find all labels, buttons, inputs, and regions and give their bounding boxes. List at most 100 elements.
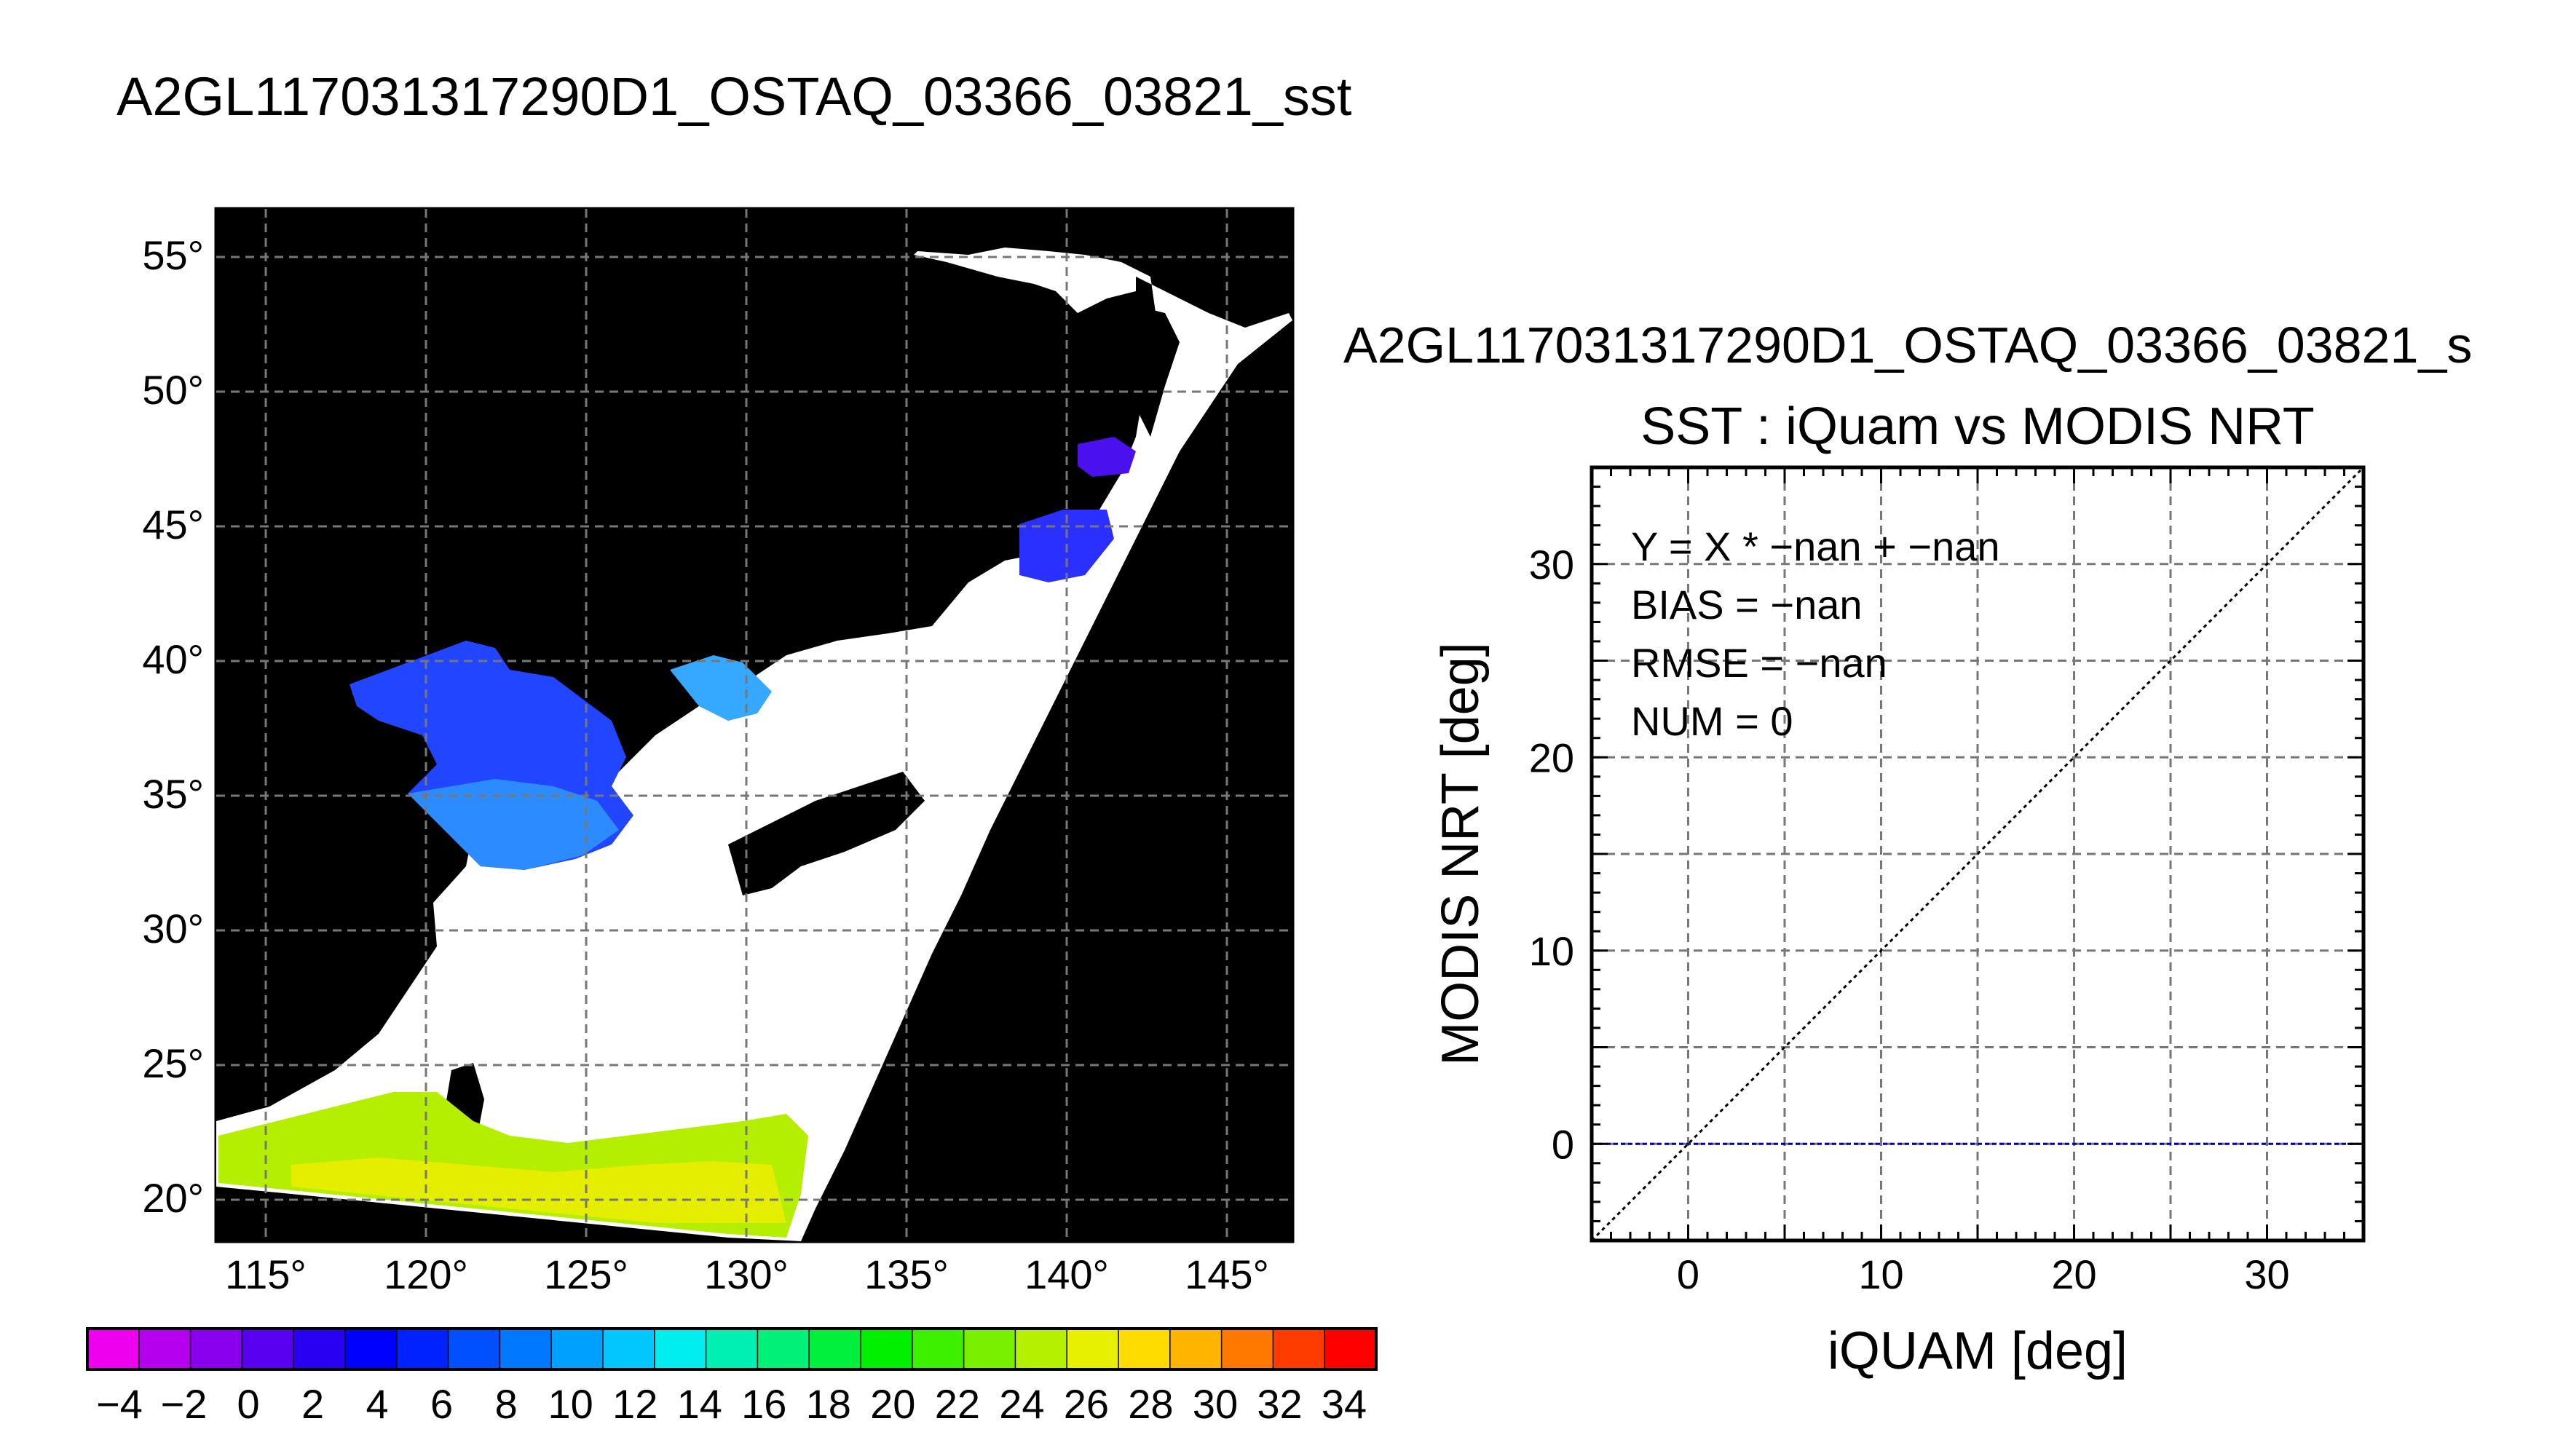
- lat-tick-label: 35°: [142, 771, 204, 817]
- colorbar-label: 0: [237, 1381, 259, 1427]
- colorbar-cell: [138, 1328, 191, 1370]
- colorbar-cell: [1324, 1328, 1378, 1370]
- colorbar-cells: [87, 1328, 1378, 1370]
- colorbar-labels: −4 −2 0 2 4 6 8 10 12 14 16 18 20 22 24 26 28 30 32 34: [96, 1381, 1367, 1427]
- colorbar-cell: [1014, 1328, 1068, 1370]
- lat-axis: 55° 50° 45° 40° 35° 30° 25° 20°: [142, 232, 204, 1221]
- stats-line: NUM = 0: [1631, 698, 1793, 744]
- lat-tick-label: 40°: [142, 636, 204, 682]
- y-tick-label: 0: [1552, 1121, 1574, 1167]
- stats-box: Y = X * −nan + −nan BIAS = −nan RMSE = −…: [1631, 523, 2000, 744]
- lon-tick-label: 140°: [1024, 1251, 1109, 1297]
- plot-tick-marks: [1590, 466, 2365, 1242]
- y-tick-labels: 0 10 20 30: [1529, 542, 1574, 1168]
- colorbar-label: −4: [96, 1381, 143, 1427]
- scatter-header: A2GL117031317290D1_OSTAQ_03366_03821_s: [1343, 317, 2472, 373]
- okhotsk-sst: [1078, 437, 1136, 477]
- stats-line: RMSE = −nan: [1631, 640, 1887, 686]
- colorbar-label: 8: [495, 1381, 518, 1427]
- x-tick-label: 10: [1858, 1251, 1903, 1297]
- colorbar-label: 4: [366, 1381, 389, 1427]
- land-swath: [216, 248, 1292, 1241]
- colorbar-cell: [550, 1328, 604, 1370]
- y-axis-title: MODIS NRT [deg]: [1431, 642, 1490, 1066]
- map-gridlines: [216, 209, 1292, 1241]
- colorbar-label: 28: [1128, 1381, 1173, 1427]
- colorbar-frame: [86, 1327, 1378, 1371]
- lat-tick-label: 50°: [142, 367, 204, 413]
- colorbar-cell: [1169, 1328, 1223, 1370]
- colorbar-label: 12: [612, 1381, 657, 1427]
- colorbar-cell: [963, 1328, 1016, 1370]
- colorbar-cell: [602, 1328, 656, 1370]
- honshu-dark: [728, 772, 925, 895]
- colorbar-cell: [447, 1328, 501, 1370]
- colorbar-cell: [241, 1328, 295, 1370]
- scatter-title: SST : iQuam vs MODIS NRT: [1640, 397, 2315, 456]
- lon-tick-label: 120°: [384, 1251, 468, 1297]
- lon-tick-label: 115°: [225, 1251, 307, 1297]
- reference-lines: [1592, 467, 2364, 1241]
- colorbar-cell: [189, 1328, 243, 1370]
- scatter-plot: 0 10 20 30 0 10 20 30 Y = X * −nan + −nan BIAS…: [1431, 465, 2366, 1380]
- colorbar-label: 16: [741, 1381, 786, 1427]
- plot-gridlines: [1592, 467, 2364, 1241]
- lat-tick-label: 20°: [142, 1175, 204, 1221]
- colorbar-label: 18: [806, 1381, 851, 1427]
- colorbar-cell: [912, 1328, 965, 1370]
- colorbar-cell: [1118, 1328, 1172, 1370]
- lon-axis: 115° 120° 125° 130° 135° 140° 145°: [225, 1251, 1269, 1297]
- colorbar-cell: [344, 1328, 398, 1370]
- colorbar-cell: [1066, 1328, 1120, 1370]
- map-title: A2GL117031317290D1_OSTAQ_03366_03821_sst: [117, 66, 1352, 127]
- stats-line: BIAS = −nan: [1631, 582, 1863, 628]
- lon-tick-label: 145°: [1185, 1251, 1269, 1297]
- stats-line: Y = X * −nan + −nan: [1631, 523, 2000, 569]
- identity-line: [1592, 467, 2364, 1241]
- colorbar-cell: [705, 1328, 759, 1370]
- lat-tick-label: 55°: [142, 232, 204, 278]
- colorbar-label: 2: [301, 1381, 324, 1427]
- lat-tick-label: 45°: [142, 502, 204, 547]
- lon-tick-label: 125°: [544, 1251, 628, 1297]
- colorbar-label: 30: [1193, 1381, 1238, 1427]
- sakhalin-dark: [1136, 306, 1180, 437]
- colorbar-label: 20: [870, 1381, 915, 1427]
- lon-tick-label: 135°: [864, 1251, 949, 1297]
- lat-tick-label: 25°: [142, 1040, 204, 1086]
- colorbar-cell: [293, 1328, 347, 1370]
- lat-tick-label: 30°: [142, 906, 204, 951]
- south-band-sst-yellow: [291, 1158, 786, 1223]
- colorbar-cell: [396, 1328, 449, 1370]
- colorbar-label: 32: [1257, 1381, 1302, 1427]
- colorbar: −4 −2 0 2 4 6 8 10 12 14 16 18 20 22 24 26 28 30 32 34: [86, 1327, 1378, 1427]
- colorbar-label: 22: [935, 1381, 980, 1427]
- x-tick-labels: 0 10 20 30: [1677, 1251, 2290, 1297]
- x-tick-label: 0: [1677, 1251, 1699, 1297]
- colorbar-label: 24: [999, 1381, 1044, 1427]
- yellow-sea-sst-light: [408, 779, 619, 870]
- colorbar-cell: [808, 1328, 862, 1370]
- colorbar-cell: [654, 1328, 707, 1370]
- y-tick-label: 30: [1529, 542, 1574, 587]
- colorbar-cell: [860, 1328, 914, 1370]
- colorbar-label: 34: [1322, 1381, 1367, 1427]
- y-tick-label: 10: [1529, 928, 1574, 974]
- colorbar-label: −2: [161, 1381, 208, 1427]
- colorbar-cell: [87, 1328, 141, 1370]
- colorbar-cell: [1220, 1328, 1274, 1370]
- y-tick-label: 20: [1529, 735, 1574, 780]
- colorbar-label: 6: [430, 1381, 453, 1427]
- colorbar-label: 14: [677, 1381, 722, 1427]
- colorbar-label: 10: [548, 1381, 593, 1427]
- lon-tick-label: 130°: [704, 1251, 789, 1297]
- colorbar-cell: [1272, 1328, 1326, 1370]
- sst-map: 55° 50° 45° 40° 35° 30° 25° 20° 115° 120…: [142, 207, 1295, 1297]
- colorbar-cell: [499, 1328, 553, 1370]
- x-tick-label: 30: [2244, 1251, 2289, 1297]
- x-axis-title: iQUAM [deg]: [1828, 1322, 2128, 1380]
- x-tick-label: 20: [2051, 1251, 2096, 1297]
- colorbar-cell: [757, 1328, 810, 1370]
- colorbar-label: 26: [1064, 1381, 1109, 1427]
